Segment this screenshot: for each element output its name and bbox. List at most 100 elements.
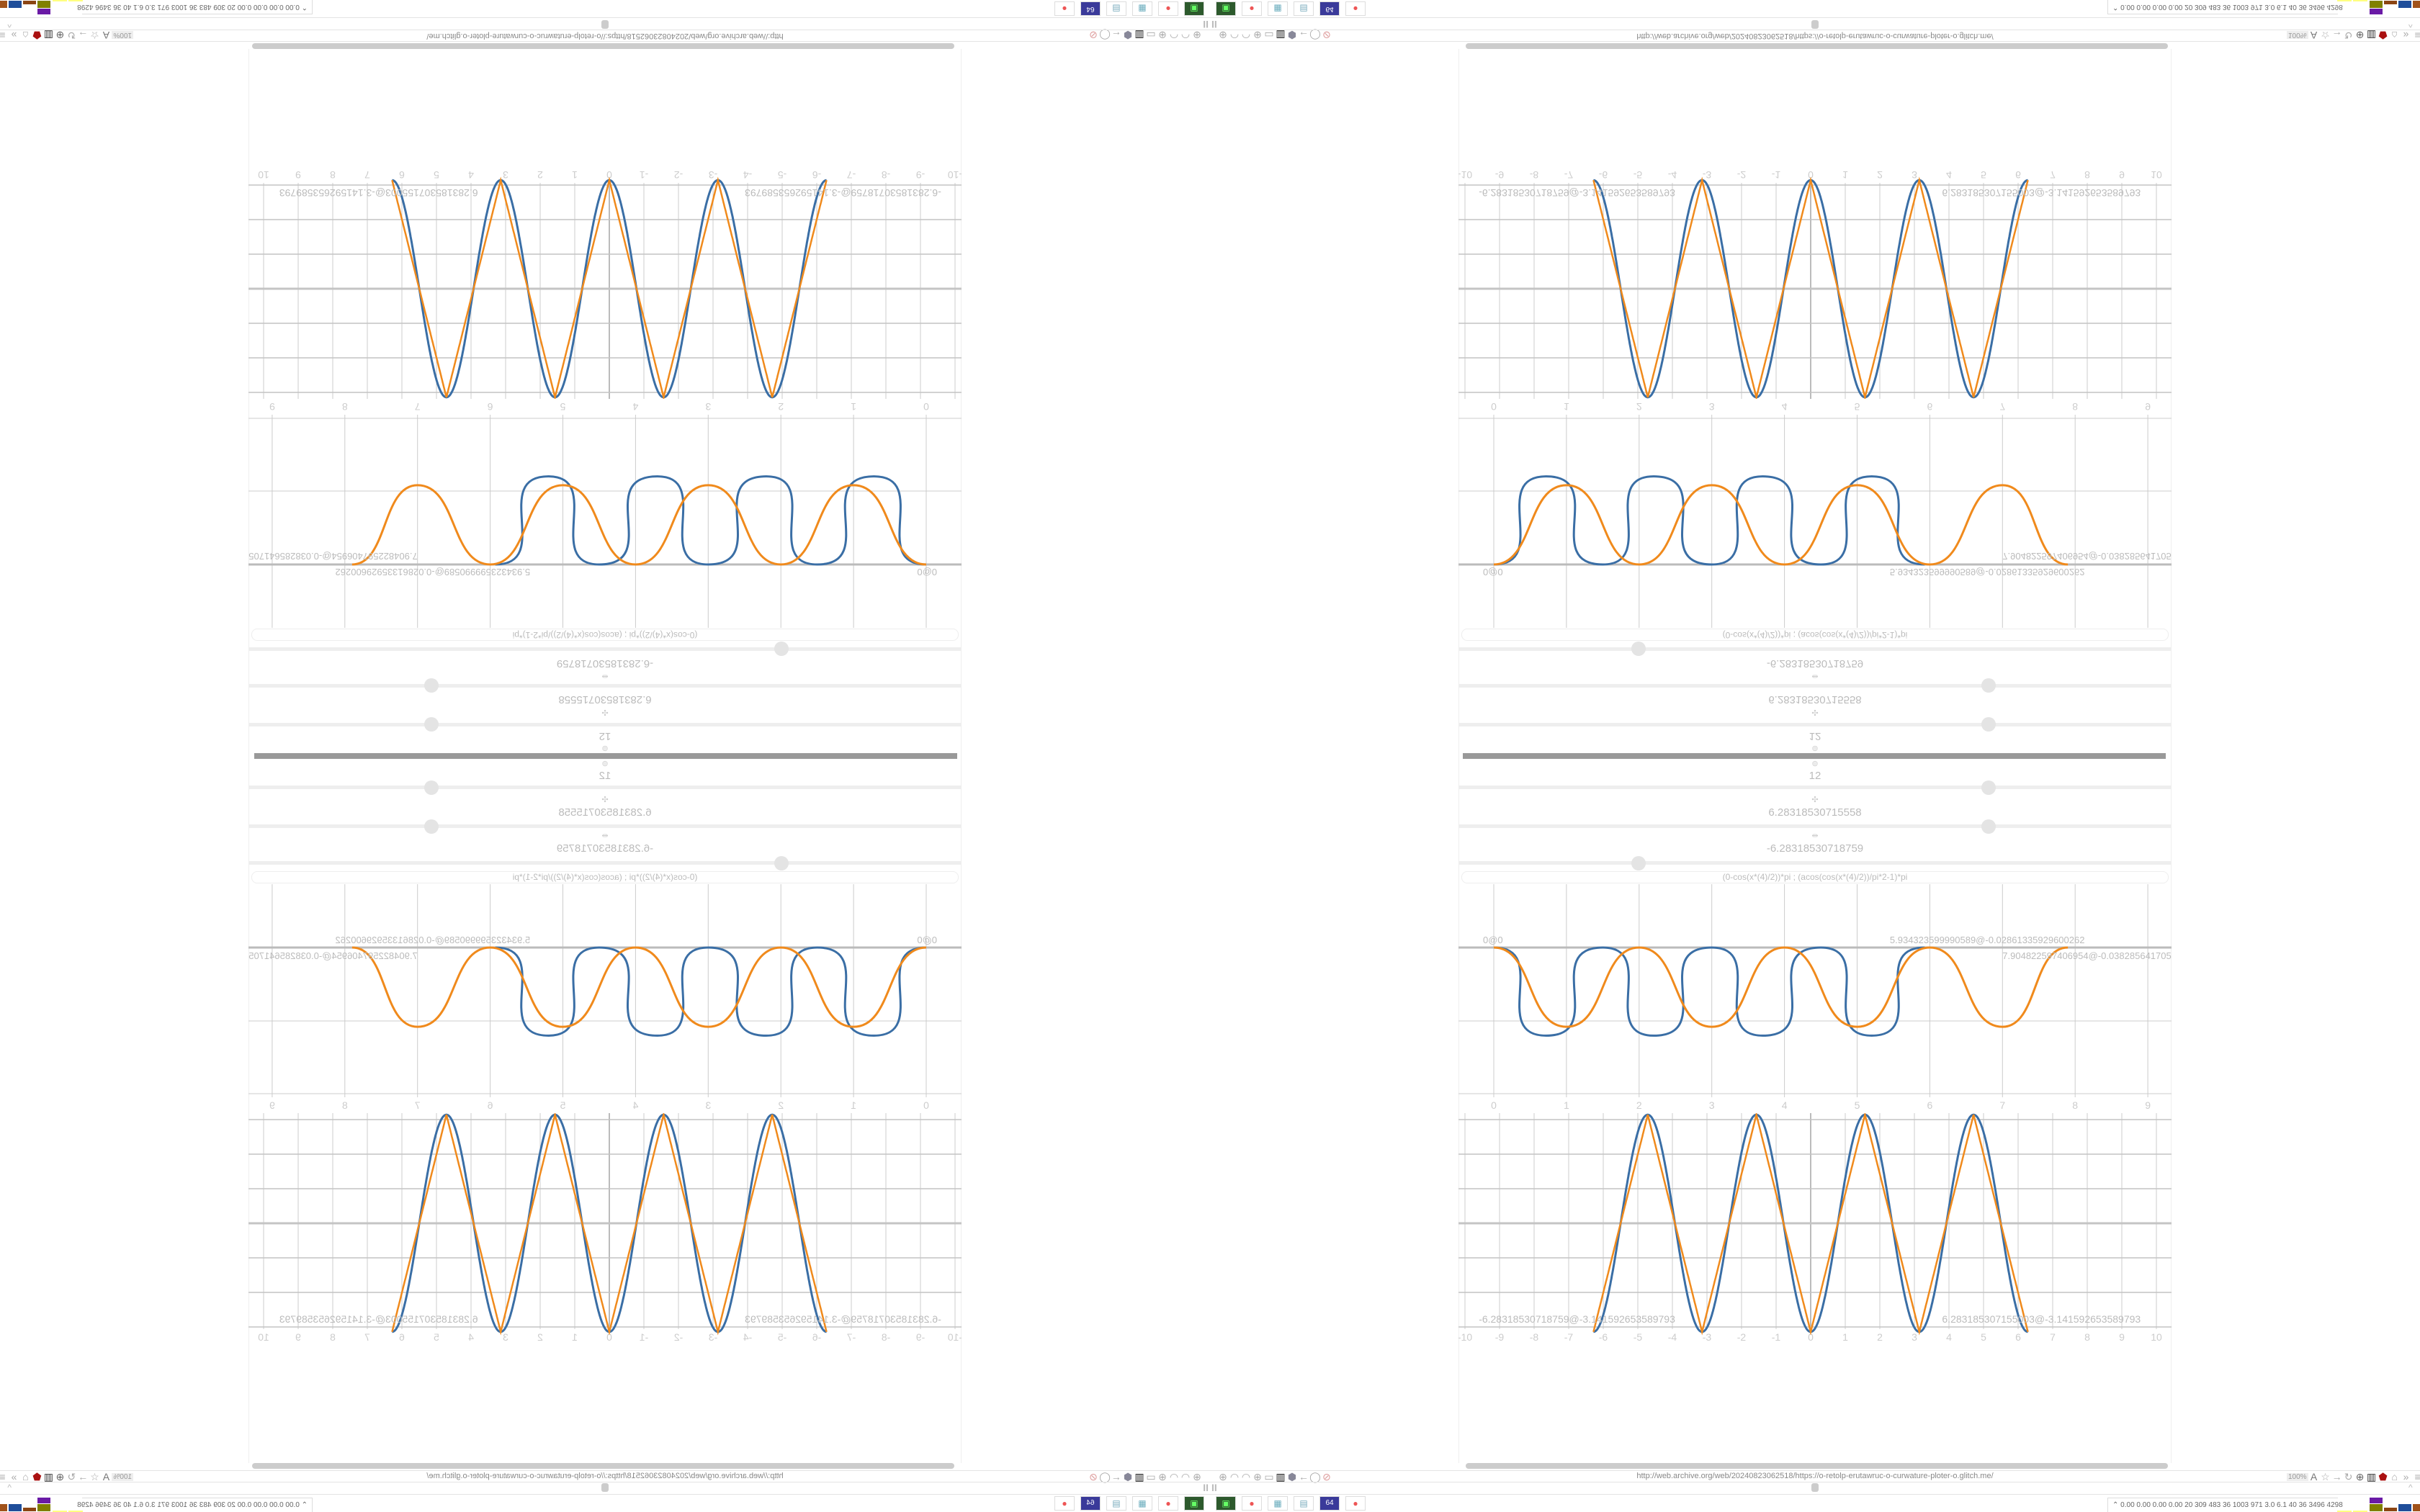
trash-icon[interactable]: ▥: [43, 30, 54, 41]
menu-icon[interactable]: ≡: [0, 30, 6, 41]
calculator-icon[interactable]: ▦: [1132, 1, 1152, 16]
translate-icon[interactable]: A: [2310, 1471, 2318, 1482]
globe-icon[interactable]: ⊕: [2355, 1471, 2365, 1482]
slider-thumb-max[interactable]: [424, 678, 439, 693]
menu-icon[interactable]: ≡: [0, 1471, 6, 1482]
shield-icon[interactable]: ⬟: [2378, 1471, 2388, 1482]
collapse-button[interactable]: ^: [2408, 1482, 2413, 1493]
firefox-icon[interactable]: ●: [1345, 1, 1366, 16]
trash-icon[interactable]: ▥: [1276, 30, 1286, 41]
slider-thumb-min[interactable]: [1631, 856, 1646, 870]
overflow-icon[interactable]: »: [11, 30, 17, 41]
star-icon[interactable]: ☆: [90, 30, 99, 41]
arc-icon[interactable]: ◠: [1241, 30, 1251, 41]
pause-icon[interactable]: II: [1211, 19, 1217, 30]
arc-icon[interactable]: ◠: [1180, 1471, 1191, 1482]
menu-icon[interactable]: ≡: [2414, 30, 2420, 41]
formula-input[interactable]: (0-cos(x*(4)/2))*pi ; (acos(cos(x*(4)/2)…: [251, 629, 959, 641]
formula-input[interactable]: (0-cos(x*(4)/2))*pi ; (acos(cos(x*(4)/2)…: [1461, 629, 2169, 641]
url-bar[interactable]: http://web.archive.org/web/2024082306251…: [426, 1472, 784, 1480]
horizontal-scrollbar[interactable]: [1466, 1463, 2168, 1469]
reload-icon[interactable]: ↻: [67, 1471, 76, 1482]
shield-icon[interactable]: ◯: [1099, 1471, 1111, 1482]
shield-badge-icon[interactable]: ⬢: [1123, 1471, 1133, 1482]
trash-icon[interactable]: ▥: [43, 1471, 54, 1482]
notepad-icon[interactable]: ▤: [1106, 1496, 1126, 1511]
notepad-icon[interactable]: ▤: [1106, 1, 1126, 16]
arc-icon[interactable]: ◠: [1229, 1471, 1240, 1482]
globe-icon[interactable]: ⊕: [1193, 30, 1201, 41]
slider-min[interactable]: [1458, 647, 2172, 651]
back-icon[interactable]: ←: [1299, 30, 1309, 41]
firefox-icon[interactable]: ●: [1158, 1, 1178, 16]
back-icon[interactable]: ←: [1111, 1471, 1121, 1482]
slider-thumb-count[interactable]: [1981, 780, 1996, 795]
expand-icon[interactable]: ⌃: [299, 3, 308, 11]
terminal-icon[interactable]: ▣: [1216, 1496, 1236, 1511]
overflow-icon[interactable]: »: [11, 1471, 17, 1482]
formula-input[interactable]: (0-cos(x*(4)/2))*pi ; (acos(cos(x*(4)/2)…: [251, 871, 959, 883]
collapse-button[interactable]: ^: [7, 1482, 12, 1493]
folder-icon[interactable]: ▭: [1146, 1471, 1156, 1482]
folder-icon[interactable]: ▭: [1264, 1471, 1274, 1482]
zoom-level[interactable]: 100%: [112, 31, 133, 40]
floppy-icon[interactable]: 64: [1080, 1, 1101, 16]
slider-count[interactable]: [1458, 786, 2172, 789]
floppy-icon[interactable]: 64: [1319, 1, 1340, 16]
collapse-button[interactable]: ^: [2408, 19, 2413, 30]
terminal-icon[interactable]: ▣: [1216, 1, 1236, 16]
reload-icon[interactable]: ↻: [2344, 30, 2353, 41]
forward-icon[interactable]: →: [78, 30, 89, 41]
firefox-icon[interactable]: ●: [1054, 1496, 1075, 1511]
translate-icon[interactable]: A: [102, 1471, 110, 1482]
globe-icon[interactable]: ⊕: [1219, 1471, 1227, 1482]
url-bar[interactable]: http://web.archive.org/web/2024082306251…: [426, 32, 784, 40]
forward-icon[interactable]: →: [2331, 1471, 2342, 1482]
trash-icon[interactable]: ▥: [2366, 30, 2377, 41]
trash-icon[interactable]: ▥: [1134, 1471, 1144, 1482]
expand-icon[interactable]: ⌃: [2112, 3, 2121, 11]
shield-badge-icon[interactable]: ⬢: [1287, 1471, 1297, 1482]
folder-icon[interactable]: ▭: [1264, 30, 1274, 41]
calculator-icon[interactable]: ▦: [1268, 1, 1288, 16]
expand-icon[interactable]: ⌃: [299, 1501, 308, 1509]
zoom-level[interactable]: 100%: [2287, 1472, 2308, 1481]
back-icon[interactable]: ←: [1111, 30, 1121, 41]
shield-icon[interactable]: ◯: [1309, 1471, 1321, 1482]
slider-thumb-count[interactable]: [1981, 717, 1996, 732]
slider-min[interactable]: [248, 647, 962, 651]
shield-icon[interactable]: ⬟: [32, 1471, 42, 1482]
shield-icon[interactable]: ⬟: [2378, 30, 2388, 41]
arc-icon[interactable]: ◠: [1180, 30, 1191, 41]
globe-icon[interactable]: ⊕: [1158, 30, 1167, 41]
expand-icon[interactable]: ⌃: [2112, 1501, 2121, 1509]
floppy-icon[interactable]: 64: [1319, 1496, 1340, 1511]
shield-icon[interactable]: ◯: [1309, 30, 1321, 41]
slider-thumb-max[interactable]: [1981, 678, 1996, 693]
globe-icon[interactable]: ⊕: [1193, 1471, 1201, 1482]
shield-icon[interactable]: ⬟: [32, 30, 42, 41]
zoom-level[interactable]: 100%: [2287, 31, 2308, 40]
slider-thumb-max[interactable]: [1981, 819, 1996, 834]
slider-thumb-count[interactable]: [424, 717, 439, 732]
slider-thumb-min[interactable]: [774, 642, 789, 656]
terminal-icon[interactable]: ▣: [1184, 1496, 1204, 1511]
slider-min[interactable]: [248, 861, 962, 865]
slider-max[interactable]: [1458, 684, 2172, 688]
calculator-icon[interactable]: ▦: [1132, 1496, 1152, 1511]
slider-thumb-min[interactable]: [774, 856, 789, 870]
horizontal-scrollbar[interactable]: [1466, 43, 2168, 49]
forward-icon[interactable]: →: [2331, 30, 2342, 41]
firefox-icon[interactable]: ●: [1242, 1, 1262, 16]
extension-icon[interactable]: ⌂: [22, 30, 29, 41]
slider-max[interactable]: [1458, 824, 2172, 828]
pause-icon[interactable]: II: [1211, 1482, 1217, 1493]
pause-icon[interactable]: II: [1203, 19, 1209, 30]
zoom-level[interactable]: 100%: [112, 1472, 133, 1481]
slider-count[interactable]: [248, 723, 962, 726]
floppy-icon[interactable]: 64: [1080, 1496, 1101, 1511]
star-icon[interactable]: ☆: [90, 1471, 99, 1482]
arc-icon[interactable]: ◠: [1169, 1471, 1179, 1482]
globe-icon[interactable]: ⊕: [1158, 1471, 1167, 1482]
shield-badge-icon[interactable]: ⬢: [1287, 30, 1297, 41]
